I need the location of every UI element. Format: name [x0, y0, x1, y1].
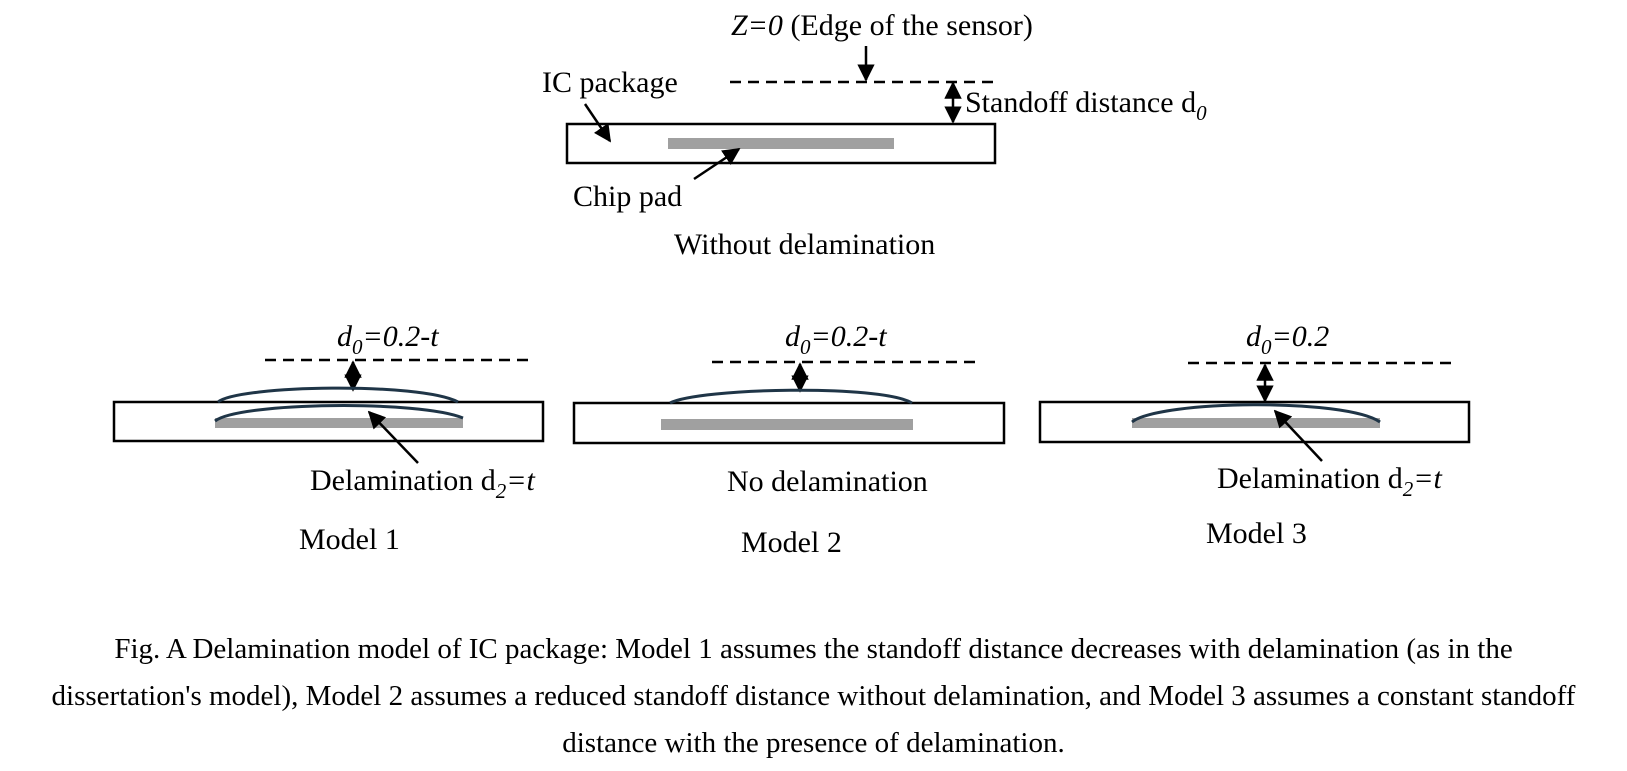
model-1-d0-label: d0=0.2-t: [337, 320, 439, 359]
model-1-delamination-pointer: [367, 410, 419, 464]
model-3-package-body: [1038, 400, 1471, 444]
model-1-chip-pad: [215, 418, 463, 428]
chip-pad: [668, 138, 894, 149]
model-3-chip-pad: [1132, 418, 1380, 428]
ic-package-body: [565, 122, 997, 165]
model-1-delamination-label: Delamination d2=t: [310, 464, 536, 503]
ic-package-label: IC package: [542, 66, 678, 99]
model-1-delamination-curve: [214, 404, 464, 423]
model-2-chip-pad: [661, 419, 913, 430]
top-diagram: Z=0 (Edge of the sensor) IC package Stan…: [542, 9, 1207, 261]
model-1: d0=0.2-t Delamination d2=t Model 1: [112, 320, 545, 556]
model-3: d0=0.2 Delamination d2=t Model 3: [1038, 320, 1471, 550]
model-2-raised-surface: [669, 388, 913, 405]
z-label: Z=0 (Edge of the sensor): [731, 9, 1033, 42]
ic-package-pointer: [583, 103, 612, 143]
model-3-name: Model 3: [1206, 517, 1307, 550]
delamination-diagram: Z=0 (Edge of the sensor) IC package Stan…: [112, 9, 1471, 559]
model-1-package-body: [112, 400, 545, 443]
model-3-delamination-curve: [1131, 403, 1381, 424]
model-2-delamination-label: No delamination: [727, 465, 928, 498]
model-2-package-body: [572, 401, 1006, 445]
model-3-delamination-pointer: [1273, 409, 1323, 462]
model-3-delamination-label: Delamination d2=t: [1217, 462, 1443, 501]
chip-pad-label: Chip pad: [573, 180, 682, 213]
model-2-name: Model 2: [741, 526, 842, 559]
top-diagram-caption: Without delamination: [674, 228, 935, 261]
figure-caption: Fig. A Delamination model of IC package:…: [51, 633, 1576, 759]
standoff-label: Standoff distance d0: [965, 86, 1207, 125]
model-2-d0-label: d0=0.2-t: [785, 320, 887, 359]
chip-pad-pointer: [693, 147, 741, 181]
model-3-d0-label: d0=0.2: [1246, 320, 1329, 359]
model-1-raised-surface: [217, 386, 459, 404]
model-2: d0=0.2-t No delamination Model 2: [572, 320, 1006, 559]
model-1-name: Model 1: [299, 523, 400, 556]
